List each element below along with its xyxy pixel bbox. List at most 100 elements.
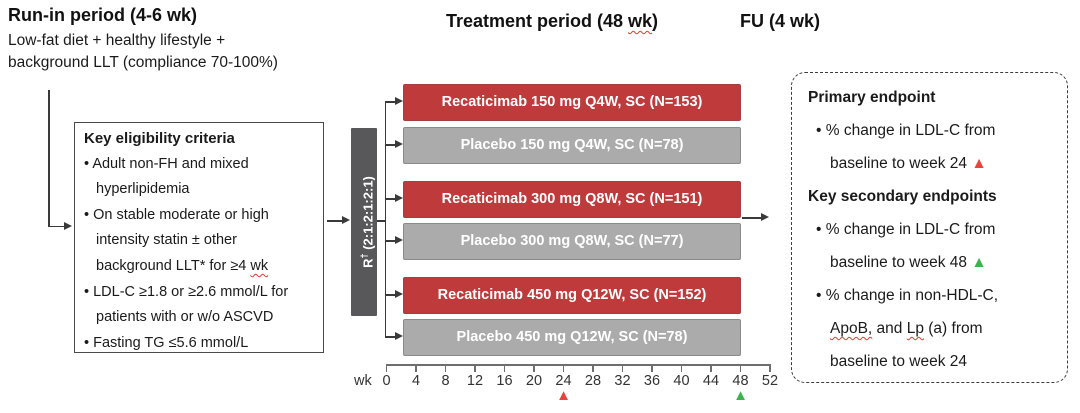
text-run: % change in LDL-C from baseline to week … [825,221,996,271]
primary-endpoint-week24-marker: ▲ [556,387,571,404]
text-run: ) [652,11,659,31]
axis-label-wk-16: 16 [496,373,513,389]
axis-label-wk-8: 8 [441,373,450,389]
box-to-randomization-line [327,220,343,222]
arm-connector-arrowhead-icon [395,140,403,148]
axis-tick-wk-16 [503,364,506,372]
text-run: % change in non-HDL-C, [825,287,999,304]
eligibility-item: On stable moderate or high intensity sta… [84,203,316,280]
axis-label-wk-36: 36 [643,373,661,389]
eligibility-title: Key eligibility criteria [84,130,235,147]
axis-tick-wk-32 [621,364,624,372]
text-run: wk [628,11,653,31]
secondary-endpoint-item: % change in LDL-C from baseline to week … [808,213,1015,279]
axis-tick-wk-36 [651,364,653,372]
runin-arrow-vertical-line [48,90,50,227]
eligibility-list: Adult non-FH and mixed hyperlipidemia On … [84,152,316,357]
axis-label-wk-32: 32 [614,373,631,389]
runin-arrowhead-icon [64,221,72,230]
eligibility-item: Fasting TG ≤5.6 mmol/L [84,331,316,357]
arm-connector-line [385,240,396,242]
axis-label-wk-4: 4 [411,373,421,389]
axis-tick-wk-20 [533,364,535,372]
primary-endpoint-list: % change in LDL-C from baseline to week … [808,114,1057,180]
arm-connector-arrowhead-icon [395,194,403,202]
arm-connector-arrowhead-icon [395,332,403,340]
text-run: (a) from baseline to week 24 [830,320,983,370]
week-axis-unit-label: wk [354,373,372,389]
red-triangle-icon: ▲ [971,155,987,172]
axis-label-wk-28: 28 [584,373,602,389]
axis-label-wk-20: 20 [525,373,543,389]
axis-tick-wk-28 [592,364,594,372]
axis-tick-wk-40 [680,364,683,372]
eligibility-item: Adult non-FH and mixed hyperlipidemia [84,152,316,203]
text-run: Lp [906,320,924,337]
axis-label-wk-12: 12 [466,373,484,389]
secondary-endpoint-item: % change in non-HDL-C, ApoB, and Lp (a) … [808,279,1015,378]
axis-label-wk-52: 52 [761,373,779,389]
primary-endpoint-title: Primary endpoint [808,89,936,106]
treatment-period-title: Treatment period (48 wk) [446,11,658,32]
arm-connector-line [385,336,396,338]
treatment-arm-5: Recaticimab 450 mg Q12W, SC (N=152) [403,277,741,314]
arm-connector-line [385,198,396,200]
axis-tick-wk-12 [474,364,476,372]
axis-label-wk-24: 24 [555,373,572,389]
week-axis-line [386,364,771,366]
arms-to-endpoints-arrowhead-icon [761,213,769,221]
green-triangle-icon: ▲ [971,254,987,271]
axis-label-wk-0: 0 [382,373,391,389]
text-run: ApoB, [830,320,873,337]
axis-tick-wk-44 [710,364,712,372]
followup-period-title: FU (4 wk) [740,11,821,31]
axis-label-wk-48: 48 [732,373,749,389]
endpoints-box: Primary endpoint % change in LDL-C from … [791,72,1068,383]
treatment-arm-3: Recaticimab 300 mg Q8W, SC (N=151) [403,181,741,218]
axis-tick-wk-48 [739,364,742,372]
arm-connector-line [385,294,396,296]
randomization-branch-stub [377,220,385,222]
randomization-branch-line [384,101,386,338]
axis-tick-wk-0 [385,364,388,372]
text-run: LDL-C ≥1.8 or ≥2.6 mmol/L for patients w… [93,283,289,326]
axis-label-wk-40: 40 [673,373,690,389]
secondary-endpoint-week48-marker: ▲ [733,387,748,404]
primary-endpoint-item: % change in LDL-C from baseline to week … [808,114,1015,180]
axis-tick-wk-52 [769,364,771,372]
arm-connector-line [385,144,396,146]
treatment-arm-6: Placebo 450 mg Q12W, SC (N=78) [403,319,741,356]
randomization-label: R† (2:1:2:1:2:1) [351,128,377,316]
text-run: Treatment period (48 [445,11,629,31]
treatment-arm-1: Recaticimab 150 mg Q4W, SC (N=153) [403,84,741,121]
axis-label-wk-44: 44 [702,373,720,389]
text-run: (2:1:2:1:2:1) [360,176,376,254]
text-run: wk [250,257,269,274]
text-run: R [360,258,376,268]
runin-period-description: Low-fat diet + healthy lifestyle + backg… [8,30,278,73]
arm-connector-arrowhead-icon [395,97,403,105]
arm-connector-arrowhead-icon [395,236,403,244]
arm-connector-arrowhead-icon [395,290,403,298]
runin-line-1: Low-fat diet + healthy lifestyle + [8,32,226,49]
secondary-endpoint-list: % change in LDL-C from baseline to week … [808,213,1057,378]
randomization-bar: R† (2:1:2:1:2:1) [351,128,377,316]
axis-tick-wk-24 [562,364,565,372]
runin-line-2: background LLT (compliance 70-100%) [8,53,278,71]
text-run: and [872,320,907,337]
arms-to-endpoints-line [742,217,762,219]
treatment-arm-4: Placebo 300 mg Q8W, SC (N=77) [403,223,741,260]
text-run: Fasting TG ≤5.6 mmol/L [93,334,249,351]
text-run: On stable moderate or high intensity sta… [93,206,269,274]
box-to-randomization-arrowhead-icon [342,216,350,224]
eligibility-criteria-box: Key eligibility criteria Adult non-FH an… [74,122,324,353]
runin-period-title: Run-in period (4-6 wk) [8,5,197,25]
treatment-arm-2: Placebo 150 mg Q4W, SC (N=78) [403,127,741,164]
eligibility-item: LDL-C ≥1.8 or ≥2.6 mmol/L for patients w… [84,280,316,331]
text-run: Adult non-FH and mixed hyperlipidemia [92,155,249,198]
axis-tick-wk-8 [444,364,447,372]
text-run: % change in LDL-C from baseline to week … [825,122,996,172]
secondary-endpoints-title: Key secondary endpoints [808,188,997,205]
runin-arrow-horizontal-line [48,225,65,227]
